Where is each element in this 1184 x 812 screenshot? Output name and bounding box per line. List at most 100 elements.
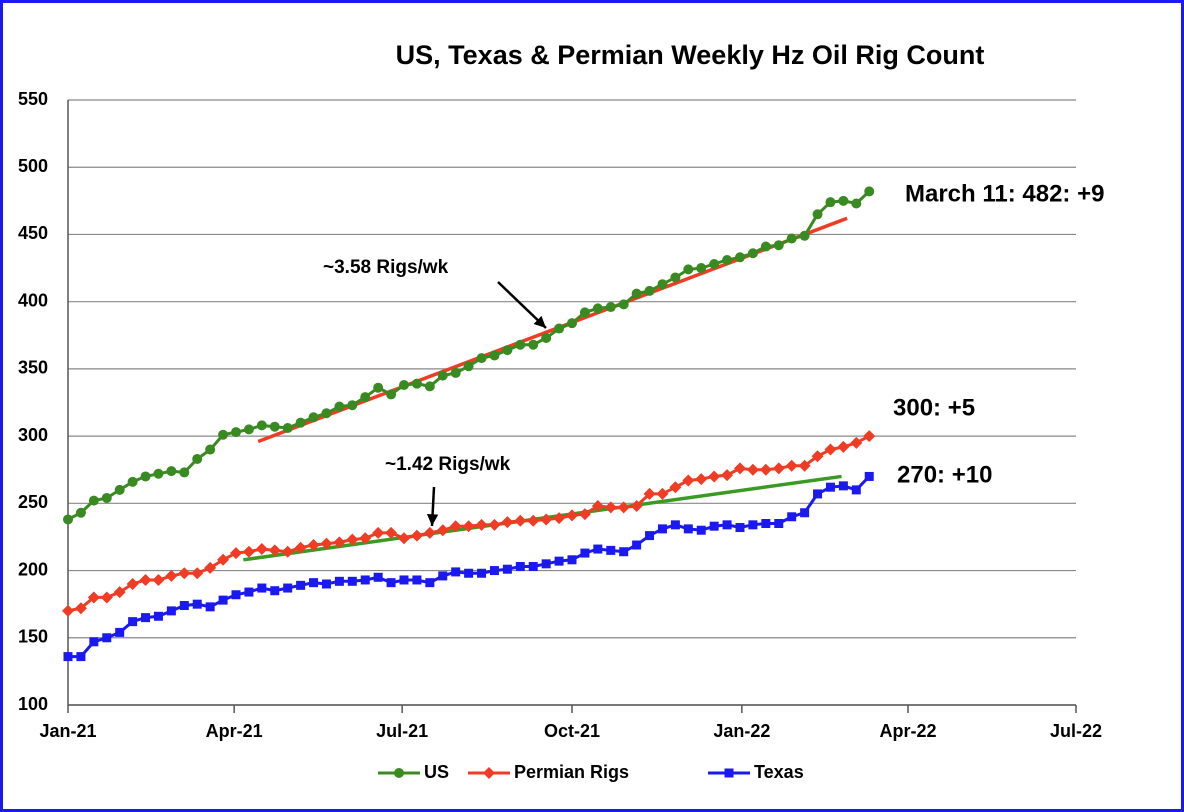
arrow-head — [426, 514, 439, 526]
marker — [864, 471, 874, 481]
marker — [567, 555, 577, 565]
marker — [166, 606, 176, 616]
y-tick-label: 150 — [18, 627, 48, 647]
y-tick-label: 100 — [18, 694, 48, 714]
marker — [735, 523, 745, 533]
marker — [696, 525, 706, 535]
x-tick-label: Apr-22 — [879, 721, 936, 741]
x-tick-label: Jan-21 — [39, 721, 96, 741]
marker — [541, 332, 552, 343]
marker — [256, 420, 267, 431]
marker — [360, 575, 370, 585]
annotation: 300: +5 — [893, 394, 975, 421]
marker — [657, 279, 668, 290]
marker — [606, 545, 616, 555]
marker — [270, 586, 280, 596]
marker — [748, 520, 758, 530]
y-tick-label: 200 — [18, 559, 48, 579]
marker — [114, 484, 125, 495]
x-tick-label: Jan-22 — [713, 721, 770, 741]
marker — [373, 572, 383, 582]
marker — [501, 516, 514, 529]
marker — [257, 583, 267, 593]
marker — [567, 318, 577, 329]
marker — [398, 532, 410, 545]
marker — [87, 591, 100, 604]
marker — [553, 512, 566, 525]
marker — [230, 547, 242, 560]
marker — [786, 233, 797, 244]
annotation: ~3.58 Rigs/wk — [323, 257, 449, 278]
marker — [321, 579, 331, 589]
marker — [708, 470, 721, 483]
marker — [825, 482, 835, 492]
x-tick-label: Apr-21 — [206, 721, 263, 741]
marker — [541, 559, 551, 569]
marker — [566, 509, 578, 522]
marker — [294, 541, 307, 554]
marker — [696, 263, 707, 274]
marker — [528, 339, 539, 350]
marker — [113, 586, 126, 599]
marker — [617, 501, 630, 514]
marker — [450, 367, 461, 378]
marker — [424, 381, 435, 392]
marker — [464, 568, 474, 578]
marker — [656, 487, 669, 500]
marker — [255, 543, 268, 556]
marker — [346, 533, 359, 546]
marker — [282, 423, 293, 434]
marker — [192, 453, 203, 464]
marker — [436, 524, 449, 537]
legend-marker — [483, 767, 495, 779]
marker — [721, 469, 734, 482]
marker — [115, 627, 125, 637]
marker — [218, 429, 229, 440]
marker — [761, 519, 771, 528]
marker — [489, 350, 500, 361]
marker — [772, 462, 785, 475]
marker — [514, 514, 527, 527]
marker — [838, 481, 848, 491]
marker — [554, 556, 564, 566]
marker — [463, 361, 474, 372]
marker — [709, 521, 719, 531]
marker — [126, 578, 139, 590]
marker — [283, 583, 293, 593]
legend-marker — [394, 768, 404, 778]
marker — [437, 370, 448, 381]
marker — [425, 578, 435, 588]
marker — [578, 508, 591, 521]
marker — [423, 526, 436, 539]
marker — [785, 459, 798, 472]
marker — [243, 424, 254, 435]
marker — [527, 514, 540, 527]
marker — [488, 518, 501, 531]
marker — [591, 500, 604, 513]
marker — [153, 468, 164, 479]
marker — [192, 599, 202, 609]
marker — [722, 254, 733, 265]
marker — [334, 401, 345, 412]
marker — [399, 380, 409, 391]
marker — [863, 430, 876, 443]
marker — [320, 537, 333, 550]
marker — [619, 547, 629, 557]
marker — [152, 573, 165, 586]
marker — [191, 567, 204, 580]
marker — [475, 518, 488, 531]
marker — [759, 463, 772, 476]
marker — [399, 575, 409, 585]
marker — [204, 561, 217, 574]
marker — [540, 513, 553, 526]
marker — [747, 248, 758, 259]
marker — [76, 652, 86, 662]
marker — [438, 571, 448, 581]
marker — [359, 532, 372, 545]
marker — [462, 520, 475, 533]
marker — [812, 209, 823, 220]
marker — [592, 303, 603, 314]
marker — [334, 576, 344, 586]
marker — [347, 400, 358, 411]
marker — [825, 197, 836, 208]
